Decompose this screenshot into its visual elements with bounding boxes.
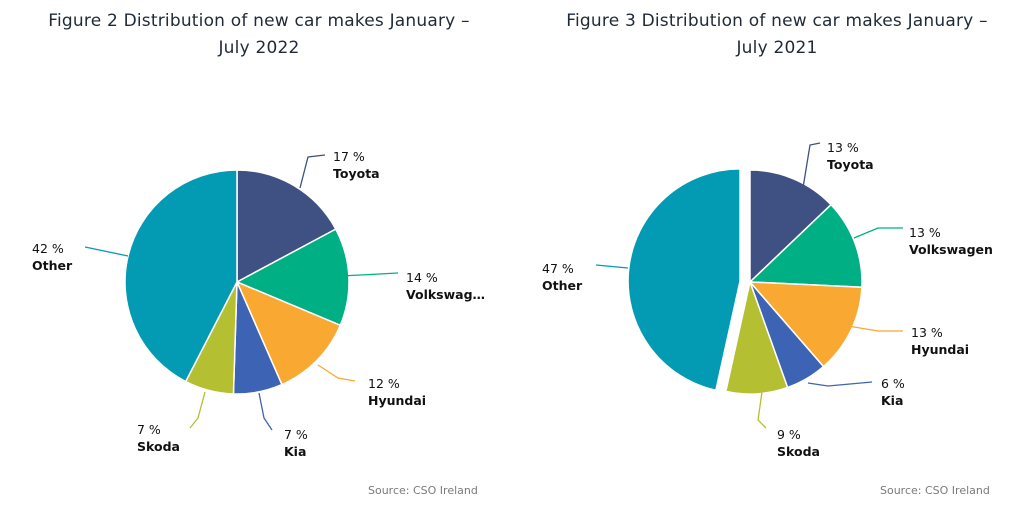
pie-slice-volkswagen — [748, 203, 863, 289]
chart-panel-2021: Figure 3 Distribution of new car makes J… — [518, 0, 1036, 508]
source-note: Source: CSO Ireland — [880, 484, 990, 497]
leader-line-kia — [807, 381, 873, 387]
data-label-name-kia: Kia — [284, 444, 306, 459]
data-label-value-kia: 6 % — [881, 376, 905, 391]
data-label-value-skoda: 9 % — [777, 427, 801, 442]
data-label-value-toyota: 13 % — [827, 140, 859, 155]
pie-slice-other — [627, 168, 741, 392]
data-label-name-volkswagen: Volkswagen — [909, 242, 993, 257]
data-label-name-skoda: Skoda — [137, 439, 180, 454]
data-label-value-skoda: 7 % — [137, 422, 161, 437]
pie-slice-toyota — [749, 169, 833, 284]
data-label-name-toyota: Toyota — [333, 166, 380, 181]
data-label-name-other: Other — [542, 278, 583, 293]
data-label-value-other: 47 % — [542, 261, 574, 276]
data-label-value-hyundai: 13 % — [911, 325, 943, 340]
data-label-value-volkswagen: 13 % — [909, 225, 941, 240]
data-label-name-toyota: Toyota — [827, 157, 874, 172]
leader-line-skoda — [189, 391, 206, 429]
leader-line-kia — [258, 392, 273, 431]
chart-title-line2: July 2021 — [736, 38, 818, 58]
chart-title-line1: Figure 3 Distribution of new car makes J… — [566, 11, 988, 31]
leader-line-hyundai — [847, 325, 903, 332]
pie-slice-hyundai — [235, 280, 342, 386]
pie-slice-skoda — [724, 279, 789, 395]
pie-chart-2021: 13 % Toyota 13 % Volkswagen 13 % Hyundai 6 % Ki… — [542, 140, 993, 459]
data-label-name-hyundai: Hyundai — [368, 393, 426, 408]
leader-line-toyota — [299, 154, 326, 189]
chart-panel-2022: Figure 2 Distribution of new car makes J… — [0, 8, 518, 497]
data-label-value-volkswagen: 14 % — [406, 270, 438, 285]
leader-line-other — [84, 246, 129, 257]
pie-chart-2022: 17 % Toyota 14 % Volkswag… 12 % Hyundai 7 % Kia… — [32, 149, 485, 459]
pie-slice-hyundai — [748, 281, 863, 368]
data-label-value-toyota: 17 % — [333, 149, 365, 164]
data-label-value-other: 42 % — [32, 241, 64, 256]
pie-slice-toyota — [236, 169, 337, 284]
data-label-name-other: Other — [32, 258, 73, 273]
data-label-value-hyundai: 12 % — [368, 376, 400, 391]
data-label-name-skoda: Skoda — [777, 444, 820, 459]
chart-title: Figure 3 Distribution of new car makes J… — [518, 8, 1036, 62]
leader-line-volkswagen — [853, 227, 903, 239]
pie-slice-volkswagen — [235, 228, 350, 327]
data-label-name-hyundai: Hyundai — [911, 342, 969, 357]
data-label-name-volkswagen: Volkswag… — [406, 287, 485, 302]
chart-title-line1: Figure 2 Distribution of new car makes J… — [48, 11, 470, 31]
leader-line-other — [595, 264, 629, 269]
pie-slice-other — [124, 169, 238, 383]
chart-title: Figure 2 Distribution of new car makes J… — [0, 8, 518, 62]
source-note: Source: CSO Ireland — [368, 484, 478, 497]
data-label-name-kia: Kia — [881, 393, 903, 408]
leader-line-skoda — [757, 391, 767, 429]
chart-title-line2: July 2022 — [218, 38, 300, 58]
leader-line-toyota — [801, 142, 821, 195]
data-label-value-kia: 7 % — [284, 427, 308, 442]
leader-line-volkswagen — [340, 272, 399, 277]
leader-line-hyundai — [317, 364, 356, 382]
